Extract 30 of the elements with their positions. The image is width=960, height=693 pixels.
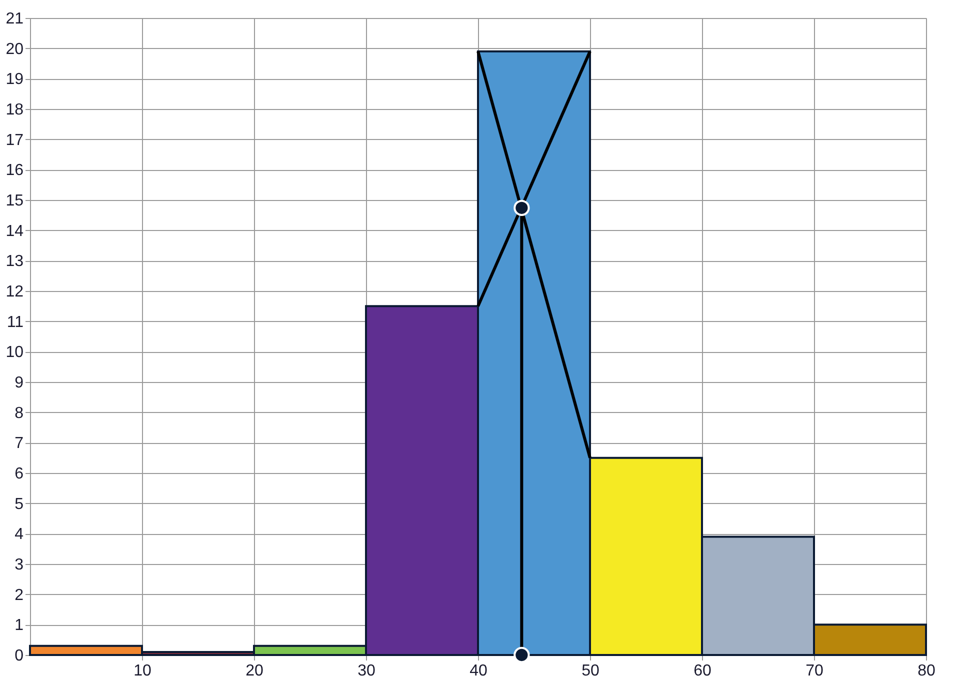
y-tick-label: 2 [14, 586, 24, 604]
x-tick-label: 70 [806, 662, 824, 680]
y-tick-label: 0 [14, 648, 24, 664]
y-tick-label: 4 [14, 526, 24, 544]
y-tick-label: 12 [6, 284, 24, 300]
y-tick-label: 21 [6, 10, 24, 28]
y-tick-label: 20 [6, 40, 24, 58]
y-tick-label: 13 [6, 253, 24, 270]
y-tick-label: 9 [14, 374, 24, 392]
y-tick-label: 11 [6, 314, 24, 331]
y-tick-label: 19 [6, 71, 24, 88]
y-tick-label: 1 [14, 617, 24, 634]
y-tick-label: 17 [6, 132, 24, 149]
x-tick-label: 40 [470, 662, 488, 680]
y-tick-label: 18 [6, 102, 24, 118]
y-tick-label: 16 [6, 162, 24, 180]
y-tick-label: 3 [14, 556, 24, 574]
x-tick-label: 10 [134, 662, 152, 680]
x-tick-label: 20 [246, 662, 264, 680]
y-tick-label: 15 [6, 192, 24, 210]
y-tick-label: 7 [14, 435, 24, 452]
y-tick-label: 10 [6, 344, 24, 362]
y-tick-label: 8 [14, 404, 24, 422]
y-tick-label: 14 [6, 222, 24, 240]
x-tick-label: 80 [918, 662, 936, 680]
x-tick-label: 50 [582, 662, 600, 680]
x-tick-label: 30 [358, 662, 376, 680]
x-tick-label: 60 [694, 662, 712, 680]
y-tick-label: 5 [14, 496, 24, 513]
y-tick-label: 6 [14, 466, 24, 482]
